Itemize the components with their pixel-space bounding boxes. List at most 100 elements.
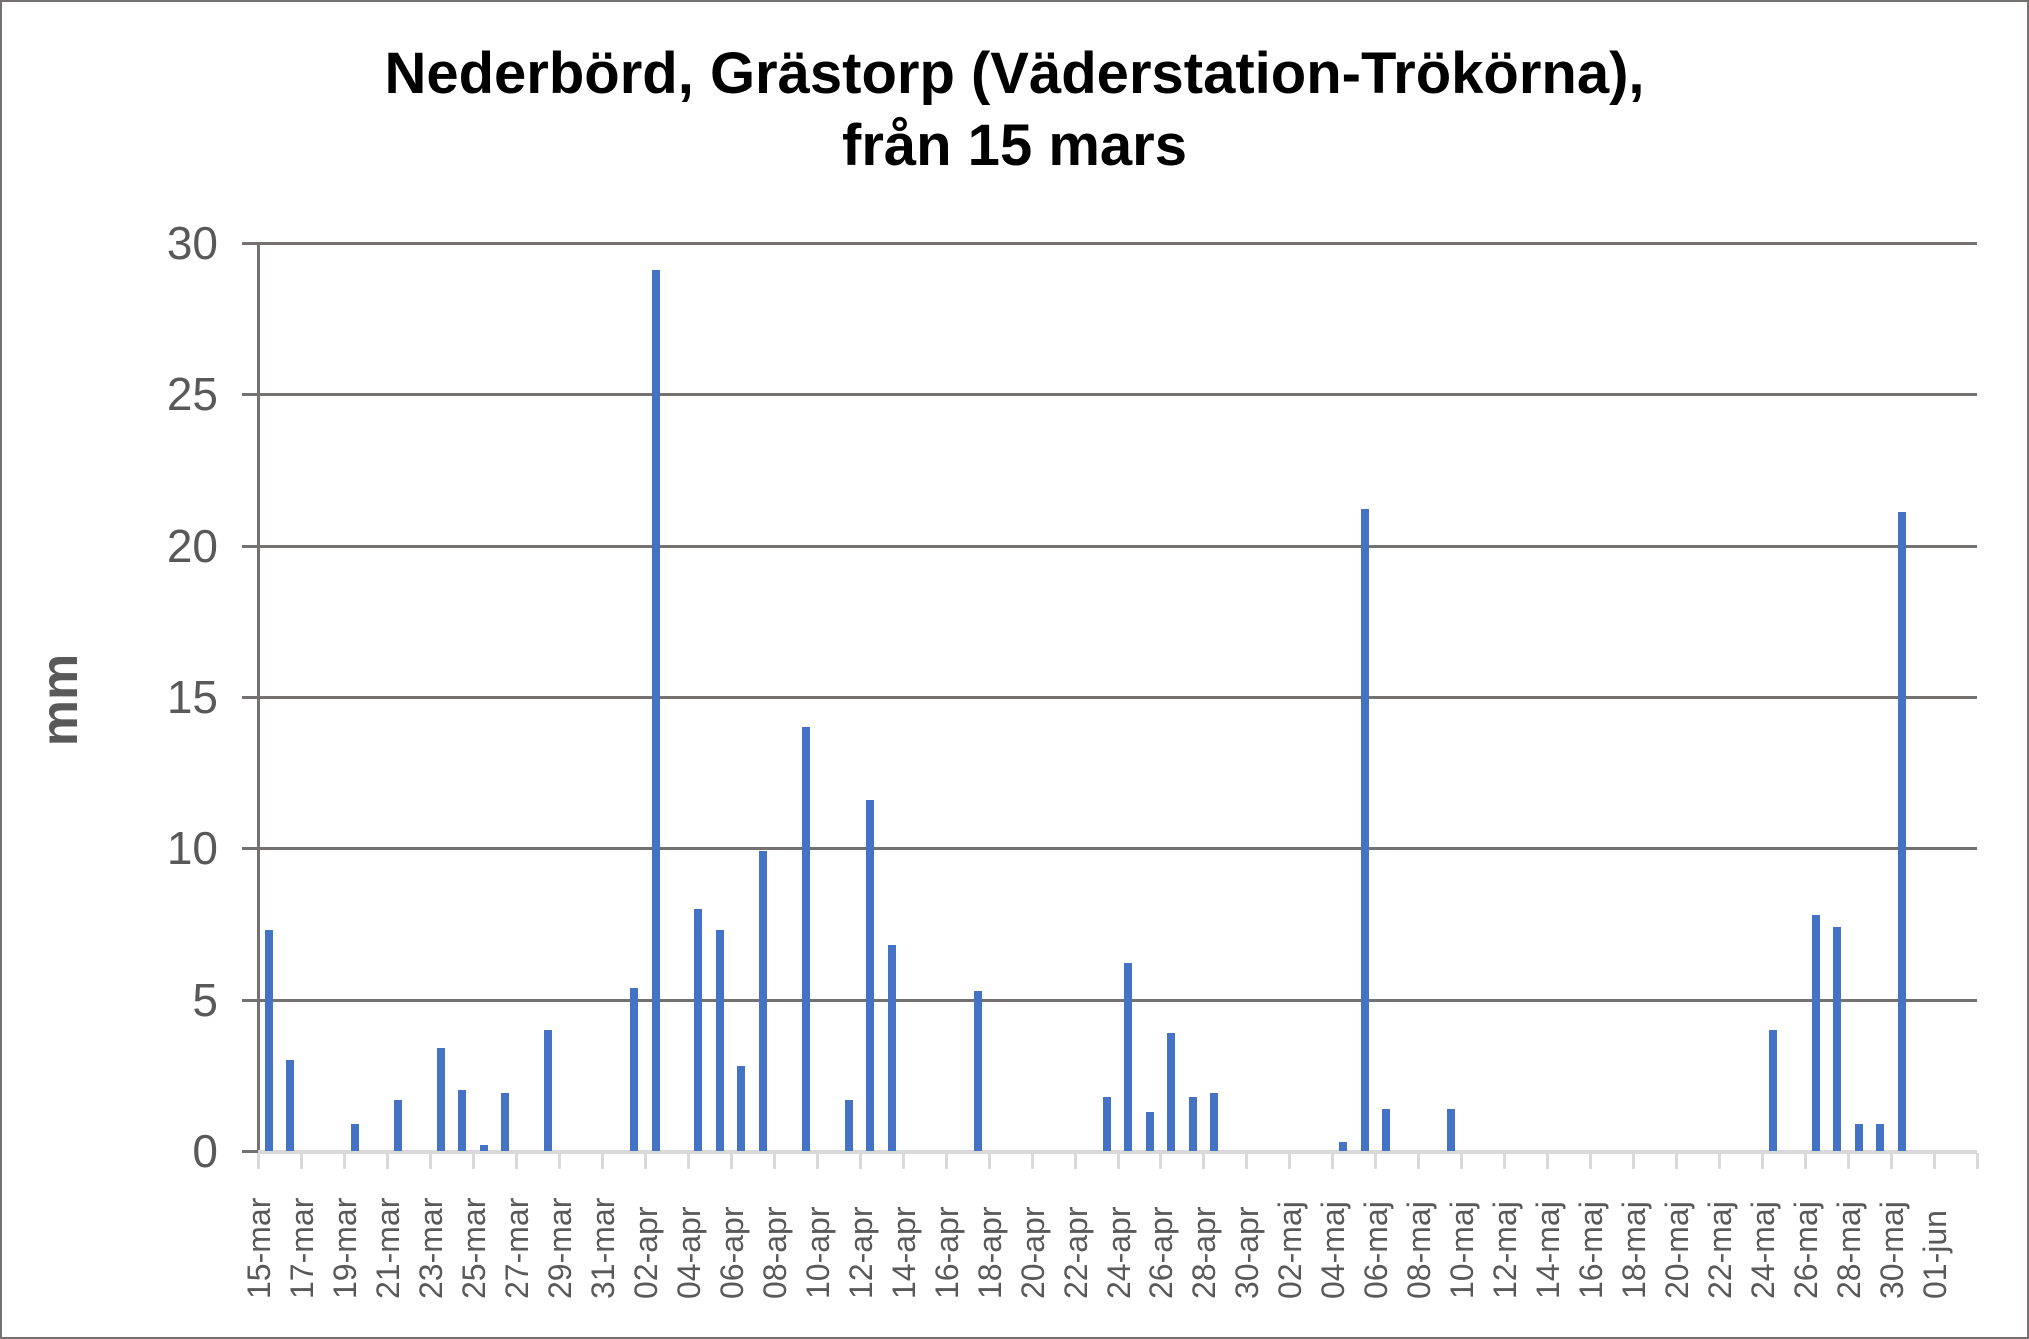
x-tick-mark <box>1847 1153 1851 1169</box>
x-tick-label: 28-apr <box>1186 1206 1223 1300</box>
x-tick-label: 18-maj <box>1616 1201 1653 1299</box>
x-tick-label: 28-maj <box>1831 1201 1868 1299</box>
x-tick-mark <box>1976 1153 1979 1169</box>
x-tick-label: 02-maj <box>1272 1201 1309 1299</box>
x-tick-mark <box>858 1153 862 1169</box>
x-tick-mark <box>1890 1153 1894 1169</box>
y-axis-label: mm <box>31 653 89 747</box>
y-tick-label: 0 <box>192 1125 218 1177</box>
bar-24-mar <box>458 1090 467 1151</box>
bar-19-mar <box>350 1123 359 1151</box>
x-tick-mark <box>600 1153 604 1169</box>
x-tick-mark <box>557 1153 561 1169</box>
gridline <box>258 847 1977 851</box>
x-tick-mark <box>257 1153 260 1169</box>
x-tick-mark <box>1761 1153 1765 1169</box>
bar-23-mar <box>436 1048 445 1151</box>
x-tick-mark <box>1030 1153 1034 1169</box>
bar-26-apr <box>1167 1032 1176 1151</box>
x-tick-mark <box>471 1153 475 1169</box>
x-tick-label: 14-apr <box>885 1206 922 1300</box>
x-tick-mark <box>1245 1153 1249 1169</box>
x-axis-line <box>258 1150 1977 1154</box>
bar-30-maj <box>1897 512 1906 1151</box>
y-tick-label: 10 <box>166 822 218 875</box>
y-tick-mark <box>242 544 258 548</box>
x-tick-mark <box>1804 1153 1808 1169</box>
y-tick-mark <box>242 847 258 851</box>
x-tick-mark <box>1417 1153 1421 1169</box>
x-tick-label: 06-apr <box>713 1206 750 1300</box>
y-tick-label: 30 <box>166 217 218 269</box>
x-tick-label: 24-apr <box>1100 1206 1137 1300</box>
x-tick-mark <box>1933 1153 1937 1169</box>
x-tick-mark <box>901 1153 905 1169</box>
x-tick-label: 19-mar <box>326 1197 363 1299</box>
x-tick-mark <box>1159 1153 1163 1169</box>
gridline <box>258 544 1977 548</box>
x-tick-mark <box>1202 1153 1206 1169</box>
bar-17-apr <box>973 990 982 1151</box>
bar-02-apr <box>651 270 660 1151</box>
bar-12-apr <box>866 799 875 1151</box>
x-tick-mark <box>772 1153 776 1169</box>
x-tick-mark <box>729 1153 733 1169</box>
x-tick-label: 02-apr <box>627 1206 664 1300</box>
x-tick-mark <box>1546 1153 1550 1169</box>
bar-24-maj <box>1768 1029 1777 1151</box>
x-tick-label: 24-maj <box>1745 1201 1782 1299</box>
x-tick-label: 06-maj <box>1358 1201 1395 1299</box>
bar-09-apr <box>801 727 810 1151</box>
x-tick-mark <box>815 1153 819 1169</box>
y-tick-label: 5 <box>192 973 218 1026</box>
gridline <box>258 998 1977 1002</box>
bar-01-apr <box>630 987 639 1151</box>
y-tick-mark <box>242 242 258 245</box>
x-tick-mark <box>643 1153 647 1169</box>
x-tick-mark <box>385 1153 389 1169</box>
x-tick-label: 16-apr <box>928 1206 965 1300</box>
x-tick-label: 17-mar <box>283 1197 320 1299</box>
bar-26-mar <box>501 1093 510 1151</box>
bar-24-apr <box>1124 963 1133 1151</box>
bar-28-maj <box>1854 1123 1863 1151</box>
x-tick-mark <box>1632 1153 1636 1169</box>
bar-07-apr <box>758 851 767 1151</box>
bar-25-apr <box>1145 1111 1154 1151</box>
bar-26-maj <box>1811 914 1820 1151</box>
x-tick-label: 18-apr <box>971 1206 1008 1300</box>
bar-09-maj <box>1446 1108 1455 1151</box>
x-tick-mark <box>1288 1153 1292 1169</box>
x-tick-label: 08-maj <box>1401 1201 1438 1299</box>
x-tick-mark <box>1073 1153 1077 1169</box>
bar-25-mar <box>479 1144 488 1151</box>
x-tick-label: 23-mar <box>412 1197 449 1299</box>
bar-27-maj <box>1833 927 1842 1151</box>
x-tick-mark <box>686 1153 690 1169</box>
x-tick-label: 16-maj <box>1573 1201 1610 1299</box>
x-tick-label: 30-apr <box>1229 1206 1266 1300</box>
bar-13-apr <box>887 945 896 1151</box>
x-tick-label: 10-maj <box>1444 1201 1481 1299</box>
x-tick-label: 20-maj <box>1659 1201 1696 1299</box>
x-tick-label: 31-mar <box>584 1197 621 1299</box>
x-tick-label: 08-apr <box>756 1206 793 1300</box>
gridline <box>258 242 1977 245</box>
x-tick-label: 27-mar <box>498 1197 535 1299</box>
bar-05-maj <box>1360 509 1369 1151</box>
chart-subtitle: från 15 mars <box>842 113 1187 178</box>
x-tick-label: 15-mar <box>241 1197 277 1299</box>
x-tick-mark <box>944 1153 948 1169</box>
x-tick-label: 26-maj <box>1788 1201 1825 1299</box>
x-tick-label: 12-apr <box>842 1206 879 1300</box>
x-tick-mark <box>1374 1153 1378 1169</box>
x-tick-label: 04-maj <box>1315 1201 1352 1299</box>
bar-15-mar <box>264 930 273 1151</box>
gridline <box>258 393 1977 397</box>
x-tick-label: 12-maj <box>1487 1201 1524 1299</box>
gridline <box>258 696 1977 699</box>
x-tick-mark <box>428 1153 432 1169</box>
bar-06-maj <box>1382 1108 1391 1151</box>
x-tick-label: 10-apr <box>799 1206 836 1300</box>
